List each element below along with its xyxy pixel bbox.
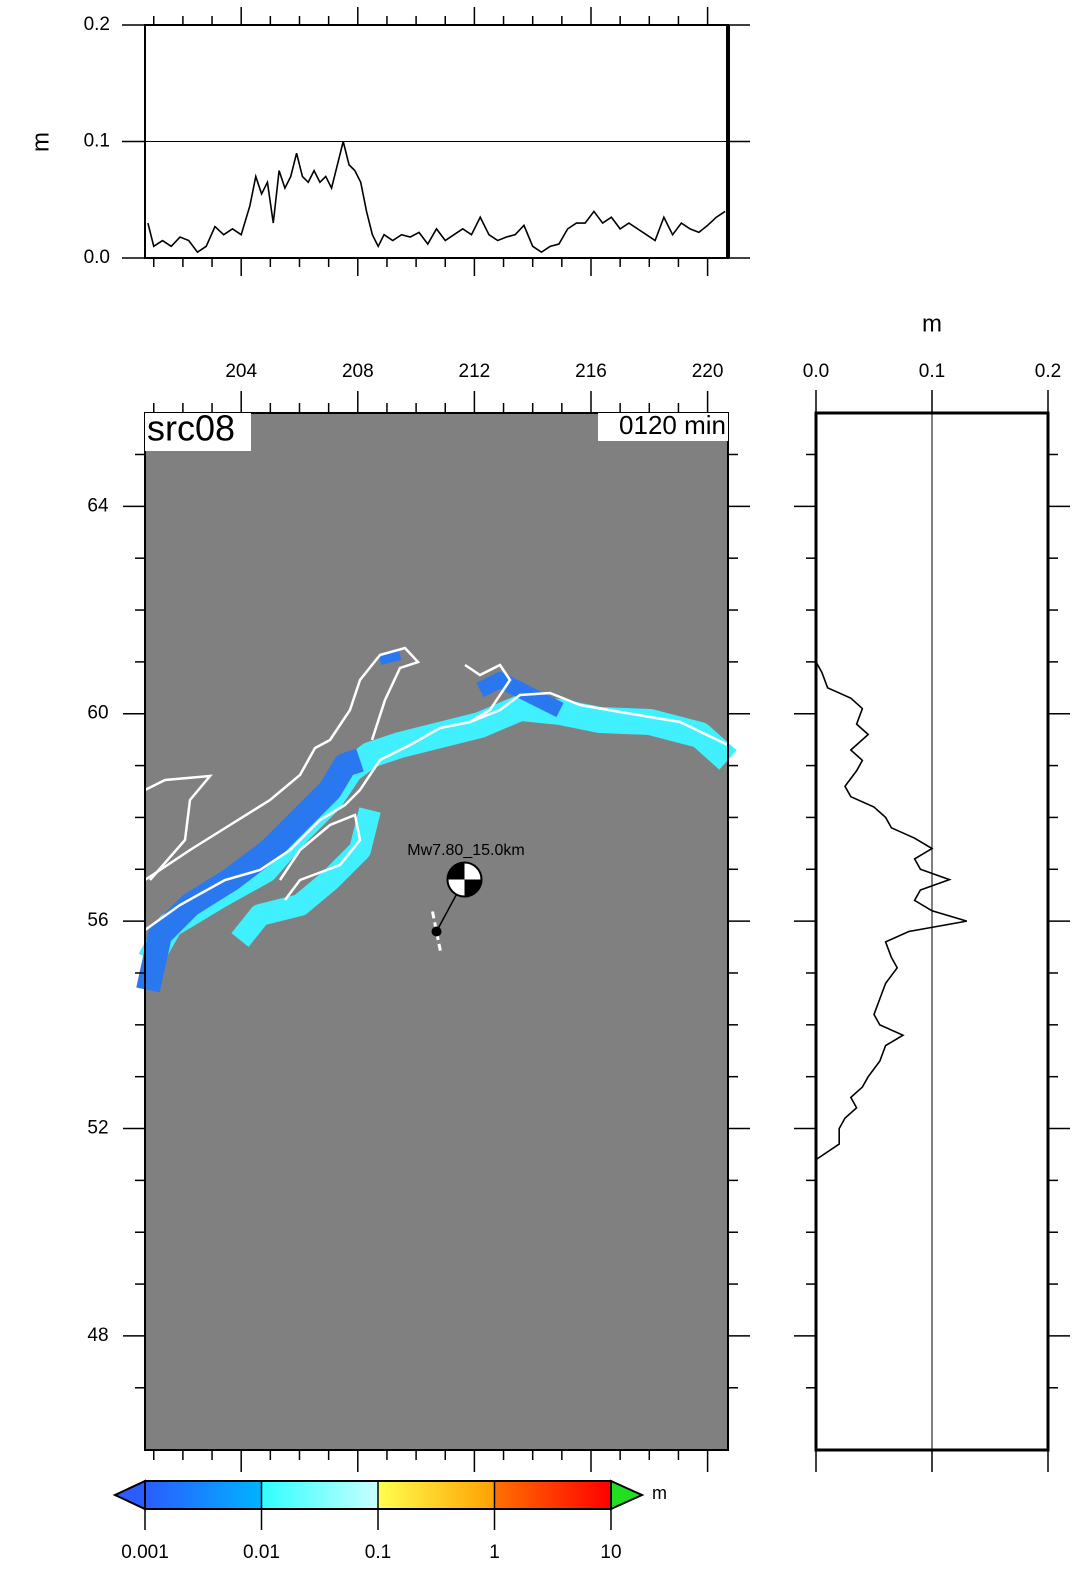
- x-tick-label: 0.2: [1035, 361, 1061, 382]
- x-tick-label: 0.1: [919, 361, 945, 382]
- y-tick-label: 56: [87, 910, 108, 931]
- colorbar-tick-label: 0.1: [365, 1542, 391, 1563]
- annotation: Mw7.80_15.0km: [407, 842, 524, 859]
- x-tick-label: 208: [342, 361, 374, 382]
- y-axis-label: m: [27, 132, 54, 152]
- y-tick-label: 64: [87, 495, 109, 516]
- x-axis-label: m: [922, 310, 942, 337]
- colorbar-tick-label: 1: [489, 1542, 500, 1563]
- beachball-quad: [447, 862, 482, 897]
- colorbar-tick-label: 0.01: [243, 1542, 280, 1563]
- coastline: [144, 646, 729, 932]
- wave-field: [136, 650, 737, 993]
- time-box: [598, 413, 728, 441]
- x-tick-label: 220: [692, 361, 724, 382]
- epicenter: [431, 926, 442, 937]
- y-tick-label: 0.1: [84, 131, 110, 152]
- profile-line: [147, 141, 726, 254]
- x-tick-label: 204: [225, 361, 257, 382]
- colorbar-unit: m: [652, 1483, 667, 1503]
- time-label: 0120 min: [619, 410, 726, 440]
- x-tick-label: 0.0: [803, 361, 829, 382]
- y-tick-label: 0.2: [84, 14, 110, 35]
- y-tick-label: 48: [87, 1325, 108, 1346]
- fault-trace: [431, 911, 442, 952]
- colorbar-tick-label: 0.001: [121, 1542, 169, 1563]
- x-tick-label: 216: [575, 361, 607, 382]
- y-tick-label: 52: [87, 1118, 108, 1139]
- map-frame: [144, 412, 729, 1451]
- y-tick-label: 60: [87, 703, 108, 724]
- x-tick-label: 212: [459, 361, 491, 382]
- title-box: [145, 413, 251, 451]
- profile-line: [815, 661, 968, 1161]
- colorbar-tick-label: 10: [600, 1542, 621, 1563]
- y-tick-label: 0.0: [84, 247, 110, 268]
- map-title: src08: [147, 408, 235, 449]
